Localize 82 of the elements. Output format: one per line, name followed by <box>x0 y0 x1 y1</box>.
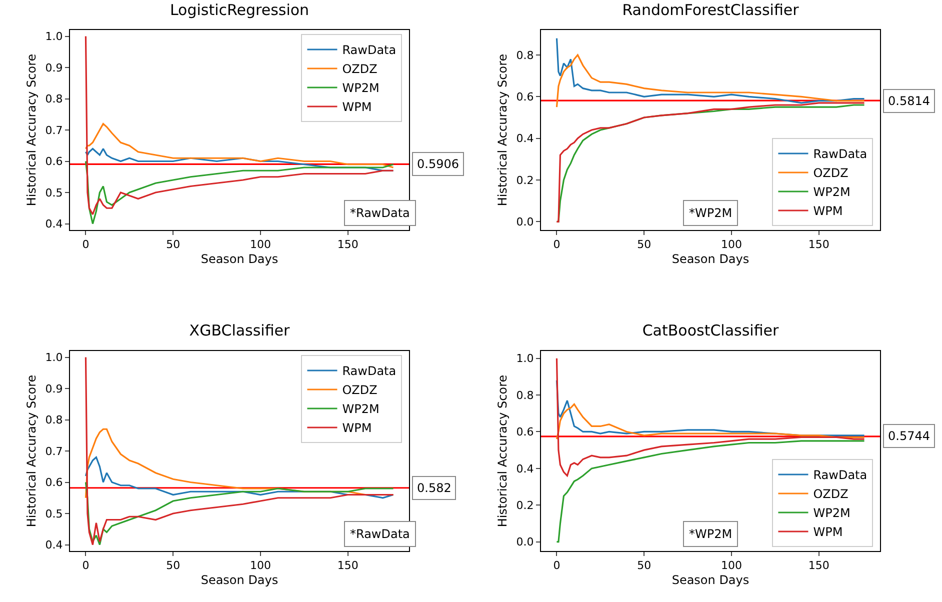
y-axis-title: Historical Accuracy Score <box>24 374 39 528</box>
line-series <box>84 122 394 168</box>
ref-line-label: 0.5814 <box>888 94 930 108</box>
x-tick-label: 100 <box>720 238 742 252</box>
legend-label: WP2M <box>342 81 380 96</box>
x-tick-label: 100 <box>250 238 271 252</box>
chart-title: XGBClassifier <box>189 322 291 340</box>
legend-label: WP2M <box>813 506 850 520</box>
x-tick-label: 0 <box>553 559 560 572</box>
x-tick-label: 100 <box>250 559 271 572</box>
legend-label: WPM <box>813 204 843 218</box>
y-tick-label: 0.6 <box>516 90 534 104</box>
x-tick-label: 100 <box>720 559 742 572</box>
annotation: *RawData <box>350 206 410 220</box>
y-tick-label: 0.0 <box>516 216 534 229</box>
legend-label: RawData <box>813 147 868 162</box>
annotation: *WP2M <box>689 527 732 541</box>
y-tick-label: 0.4 <box>516 132 534 146</box>
legend-label: RawData <box>342 364 396 378</box>
chart-title: CatBoostClassifier <box>642 322 780 340</box>
x-axis-title: Season Days <box>672 573 750 588</box>
x-tick-label: 0 <box>553 238 560 252</box>
y-axis-title: Historical Accuracy Score <box>496 54 510 206</box>
line-series <box>556 440 866 543</box>
legend-label: OZDZ <box>813 166 848 180</box>
annotation: *RawData <box>350 527 410 541</box>
x-tick-label: 50 <box>637 559 652 572</box>
y-tick-label: 1.0 <box>516 352 534 366</box>
y-tick-label: 0.9 <box>45 382 63 396</box>
line-series <box>556 403 866 440</box>
legend-label: OZDZ <box>342 62 378 76</box>
legend-label: WPM <box>342 100 372 114</box>
y-tick-label: 0.2 <box>516 174 534 187</box>
y-tick-label: 0.9 <box>45 61 63 74</box>
y-tick-label: 0.6 <box>45 476 63 490</box>
y-tick-label: 0.6 <box>516 426 534 439</box>
legend-label: WPM <box>813 525 843 540</box>
legend-label: WP2M <box>342 402 380 416</box>
y-tick-label: 0.5 <box>45 186 63 200</box>
y-tick-label: 0.6 <box>45 155 63 168</box>
y-tick-label: 0.0 <box>516 536 534 549</box>
legend-label: RawData <box>342 43 396 58</box>
x-tick-label: 150 <box>808 559 830 572</box>
y-tick-label: 0.8 <box>516 48 534 62</box>
y-tick-label: 0.4 <box>516 462 534 476</box>
x-tick-label: 50 <box>637 238 652 252</box>
ref-line-label: 0.582 <box>417 481 452 495</box>
x-tick-label: 150 <box>337 559 358 572</box>
x-tick-label: 150 <box>337 238 358 252</box>
y-tick-label: 0.4 <box>45 218 63 231</box>
y-tick-label: 0.8 <box>45 92 63 106</box>
y-tick-label: 0.8 <box>45 414 63 427</box>
legend-label: OZDZ <box>342 383 378 398</box>
y-tick-label: 0.7 <box>45 444 63 458</box>
line-series <box>556 54 866 108</box>
y-tick-label: 1.0 <box>45 30 63 44</box>
x-tick-label: 50 <box>166 559 180 572</box>
x-tick-label: 0 <box>82 238 90 252</box>
x-tick-label: 0 <box>82 559 90 572</box>
x-axis-title: Season Days <box>200 573 278 588</box>
y-tick-label: 0.8 <box>516 388 534 402</box>
line-series <box>556 38 866 104</box>
y-axis-title: Historical Accuracy Score <box>24 54 39 206</box>
x-tick-label: 150 <box>808 238 830 252</box>
chart-title: RandomForestClassifier <box>622 1 800 20</box>
y-axis-title: Historical Accuracy Score <box>496 374 510 528</box>
legend-label: OZDZ <box>813 487 848 502</box>
legend-label: WP2M <box>813 185 850 200</box>
x-axis-title: Season Days <box>672 252 750 266</box>
x-axis-title: Season Days <box>200 252 278 266</box>
legend-label: WPM <box>342 421 372 436</box>
y-tick-label: 1.0 <box>45 351 63 364</box>
y-tick-label: 0.2 <box>516 498 534 512</box>
ref-line-label: 0.5906 <box>417 157 459 171</box>
chart-title: LogisticRegression <box>170 1 310 20</box>
legend-label: RawData <box>813 468 868 482</box>
y-tick-label: 0.4 <box>45 538 63 552</box>
y-tick-label: 0.5 <box>45 507 63 520</box>
ref-line-label: 0.5744 <box>888 429 930 443</box>
annotation: *WP2M <box>689 206 732 220</box>
x-tick-label: 50 <box>166 238 180 252</box>
y-tick-label: 0.7 <box>45 124 63 137</box>
